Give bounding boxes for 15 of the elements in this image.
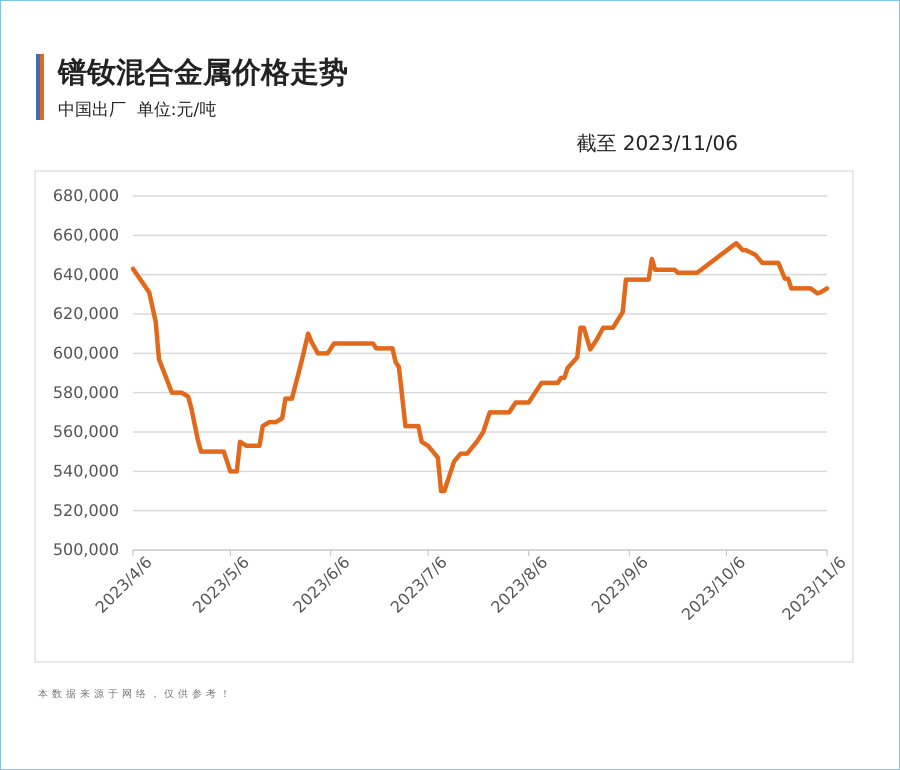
- y-tick-label: 680,000: [52, 186, 119, 206]
- text: 本数据来源于网络，仅供参考！: [38, 688, 234, 700]
- chart-subtitle: 中国出厂 单位:元/吨: [58, 100, 216, 120]
- y-tick-label: 520,000: [52, 500, 119, 520]
- line-series: [130, 240, 830, 494]
- y-tick-label: 580,000: [52, 382, 119, 402]
- y-tick-label: 500,000: [52, 540, 119, 560]
- y-tick-label: 640,000: [52, 264, 119, 284]
- y-tick-label: 660,000: [52, 225, 119, 244]
- chart-title: 镨钕混合金属价格走势: [57, 55, 348, 89]
- y-tick-label: 560,000: [52, 422, 119, 442]
- y-tick-label: 620,000: [52, 304, 119, 324]
- y-tick-label: 540,000: [52, 461, 119, 480]
- y-tick-label: 600,000: [52, 343, 119, 362]
- text: 截至 2023/11/06: [576, 131, 738, 155]
